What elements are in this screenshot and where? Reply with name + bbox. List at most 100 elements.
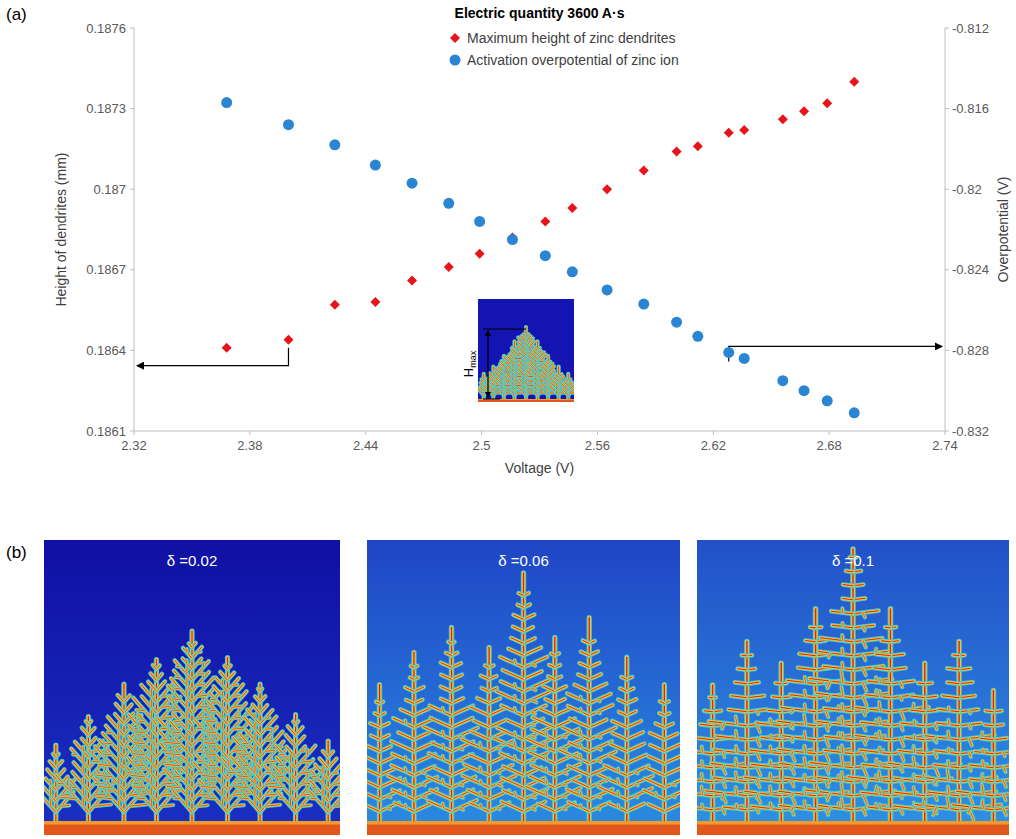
dendrite-branch [172,699,180,701]
dendrite-branch [70,780,89,801]
dendrite-branch [540,380,543,382]
dendrite-branch [124,748,152,780]
dendrite-branch [489,373,493,377]
dendrite-branch [186,649,187,652]
dendrite-branch [151,700,152,707]
data-point [540,216,550,226]
data-point [507,234,518,245]
dendrite-branch [56,775,89,812]
dendrite-branch [233,805,244,806]
x-axis-title: Voltage (V) [505,460,574,476]
data-point [370,160,381,171]
dendrite-branch [44,797,45,800]
dendrite-branch [150,722,152,729]
dendrite-branch [489,373,493,377]
dendrite-branch [164,742,180,744]
dendrite-branch [83,767,84,774]
data-point [693,141,703,151]
y-tick-label: 0.1861 [86,424,126,439]
dendrite-branch [166,753,180,754]
dendrite-branch [506,389,509,390]
dendrite-branch [118,723,119,729]
dendrite-branch [529,376,533,377]
dendrite-branch [540,381,543,382]
data-point [475,249,485,259]
dendrite-branch [172,697,180,702]
hmax-subscript: max [468,350,478,368]
dendrite-branch [162,794,174,795]
dendrite-branch [523,334,526,337]
dendrite-branch [99,786,112,787]
dendrite-branch [56,775,89,812]
dendrite-branch [158,718,192,757]
dendrite-branch [183,658,192,669]
dendrite-branch [197,805,207,806]
dendrite-branch [197,672,204,677]
dendrite-branch [506,379,509,383]
dendrite-branch [199,760,203,763]
y-tick-label: 0.1876 [86,21,126,36]
dendrite-branch [161,726,167,731]
x-tick-label: 2.74 [932,438,957,453]
panel-letter: (a) [6,5,27,24]
data-point [283,119,294,130]
dendrite-branch [523,334,526,337]
dendrite-branch [86,721,89,724]
y2-tick [945,269,949,270]
dendrite-branch [203,663,204,667]
dendrite-branch [94,783,105,784]
y2-tick-label: -0.82 [952,182,982,197]
dendrite-branch [139,720,145,723]
dendrite-branch [175,686,180,691]
data-point [692,331,703,342]
data-marks [221,77,860,419]
dendrite-branch [88,750,124,791]
dendrite-branch [495,389,499,391]
y-tick [130,269,134,270]
data-point [540,250,551,261]
dendrite-branch [165,764,180,766]
dendrite-branch [172,730,180,735]
dendrite-branch [527,389,532,391]
dendrite-branch [134,787,145,788]
dendrite-branch [172,731,180,734]
dendrite-branch [161,727,167,730]
dendrite-branch [139,721,145,723]
y-axis-title: Height of dendrites (mm) [53,152,69,306]
dendrite-branch [506,388,509,392]
dendrite-branch [136,708,145,713]
dendrite-branch [139,719,145,724]
dendrite-branch [197,684,204,686]
dendrite-branch [185,649,189,652]
y2-tick-label: -0.828 [952,343,989,358]
y-axis-line [134,28,135,431]
dendrite-branch [134,743,145,744]
hmax-main: H [461,368,476,377]
x-tick [829,431,830,435]
x-tick-label: 2.38 [237,438,262,453]
dendrite-branch [202,775,215,776]
y2-tick-label: -0.812 [952,21,989,36]
dendrite-branch [185,660,189,663]
dendrite-group [44,631,340,835]
dendrite-branch [528,380,533,381]
dendrite-branch [201,786,216,787]
dendrite-branch [546,361,548,363]
data-point [777,375,788,386]
dendrite-branch [162,794,174,795]
dendrite-branch [99,786,112,787]
y2-tick [945,108,949,109]
dendrite-branch [116,704,124,713]
dendrite-branch [158,718,192,757]
dendrite-branch [529,375,533,379]
dendrite-branch [528,384,532,387]
dendrite-branch [138,714,157,735]
dendrite-branch [197,695,207,697]
dendrite-branch [528,380,533,382]
dendrite-branch [158,718,192,757]
dendrite-branch [150,700,152,707]
dendrite-branch [61,797,77,799]
dendrite-branch [197,651,200,654]
y2-tick-label: -0.816 [952,101,989,116]
dendrite-branch [496,384,499,388]
